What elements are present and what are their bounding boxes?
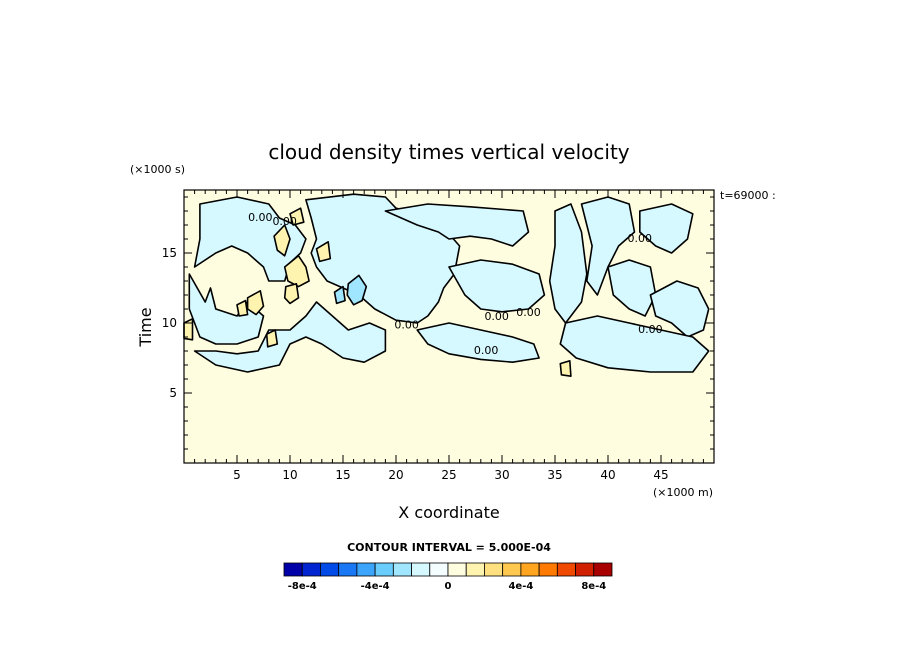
colorbar-swatch-12 [502, 562, 522, 577]
y-tick-label-5: 5 [169, 386, 177, 400]
negative-region-10 [607, 259, 657, 317]
plot-area: 0.00 0.000.000.000.000.000.00 0.00 5 10 15 20… [162, 189, 715, 482]
strong-negative-region-0 [346, 274, 368, 306]
positive-regions [183, 207, 572, 378]
x-tick-label-40: 40 [600, 468, 615, 482]
contour-label-4: 0.00 [516, 306, 541, 319]
time-annotation: t=69000 : [720, 189, 776, 202]
y-tick-label-10: 10 [162, 316, 177, 330]
contour-interval-text: CONTOUR INTERVAL = 5.000E-04 [347, 541, 551, 554]
colorbar-tick-label-1: -4e-4 [361, 581, 390, 592]
positive-region-9 [289, 207, 305, 226]
x-tick-label-5: 5 [233, 468, 241, 482]
contour-label-5: 0.00 [484, 310, 509, 323]
negative-region-2 [193, 301, 387, 373]
colorbar-swatch-17 [593, 562, 613, 577]
negative-region-8 [580, 196, 636, 296]
colorbar-swatch-11 [484, 562, 504, 577]
negative-region-0 [193, 196, 307, 282]
colorbar-swatch-16 [575, 562, 595, 577]
x-tick-label-15: 15 [335, 468, 350, 482]
colorbar-swatch-10 [465, 562, 485, 577]
colorbar-swatch-0 [283, 562, 303, 577]
x-unit-label: (×1000 m) [653, 486, 713, 499]
colorbar-swatch-6 [392, 562, 412, 577]
negative-region-11 [649, 280, 710, 338]
contour-label-0: 0.00 [248, 211, 273, 224]
negative-region-12 [559, 315, 710, 373]
positive-region-3 [246, 289, 265, 316]
colorbar-swatch-3 [338, 562, 358, 577]
colorbar-swatch-8 [429, 562, 449, 577]
x-tick-label-25: 25 [441, 468, 456, 482]
x-tick-label-10: 10 [282, 468, 297, 482]
colorbar-tick-label-0: -8e-4 [288, 581, 317, 592]
chart-title: cloud density times vertical velocity [268, 140, 629, 164]
positive-region-1 [283, 255, 310, 288]
colorbar-tick-label-3: 4e-4 [508, 581, 533, 592]
x-tick-label-20: 20 [388, 468, 403, 482]
x-tick-label-35: 35 [547, 468, 562, 482]
negative-region-5 [448, 259, 546, 313]
positive-region-6 [265, 329, 279, 348]
colorbar-swatch-13 [520, 562, 540, 577]
negative-region-6 [416, 322, 540, 364]
colorbar-swatch-15 [556, 562, 576, 577]
positive-region-2 [283, 282, 300, 305]
positive-region-5 [315, 241, 332, 263]
x-tick-label-30: 30 [494, 468, 509, 482]
y-axis-label: Time [136, 307, 155, 347]
strong-negative-regions [333, 274, 368, 306]
contour-label-3: 0.00 [474, 344, 499, 357]
colorbar: -8e-4 -4e-4 0 4e-4 8e-4 [283, 562, 613, 592]
contour-label-6: 0.00 [394, 319, 419, 332]
negative-regions [188, 193, 710, 373]
negative-region-4 [384, 203, 530, 247]
x-axis-label: X coordinate [398, 503, 499, 522]
negative-region-7 [548, 203, 588, 324]
colorbar-swatch-7 [411, 562, 431, 577]
colorbar-swatch-1 [301, 562, 321, 577]
colorbar-swatch-14 [538, 562, 558, 577]
x-tick-label-45: 45 [653, 468, 668, 482]
y-tick-label-15: 15 [162, 246, 177, 260]
contour-label-1: 0.00 [272, 215, 297, 228]
axis-ticks: 5 10 15 20 25 30 35 40 45 5 10 15 [162, 190, 714, 482]
positive-region-0 [273, 224, 291, 257]
colorbar-swatch-9 [447, 562, 467, 577]
positive-region-4 [236, 299, 249, 317]
positive-region-8 [559, 359, 572, 378]
contour-labels: 0.00 0.000.000.000.000.000.00 0.00 [248, 211, 663, 357]
colorbar-swatch-2 [320, 562, 340, 577]
y-unit-label: (×1000 s) [130, 163, 185, 176]
colorbar-tick-label-4: 8e-4 [581, 581, 606, 592]
colorbar-swatch-4 [356, 562, 376, 577]
colorbar-tick-label-2: 0 [445, 581, 452, 592]
negative-region-1 [188, 273, 265, 345]
negative-region-9 [638, 203, 694, 254]
strong-negative-region-1 [333, 285, 346, 305]
contour-label-2: 0.00 [628, 232, 653, 245]
contour-label-7: 0.00 [638, 323, 663, 336]
colorbar-swatch-5 [374, 562, 394, 577]
